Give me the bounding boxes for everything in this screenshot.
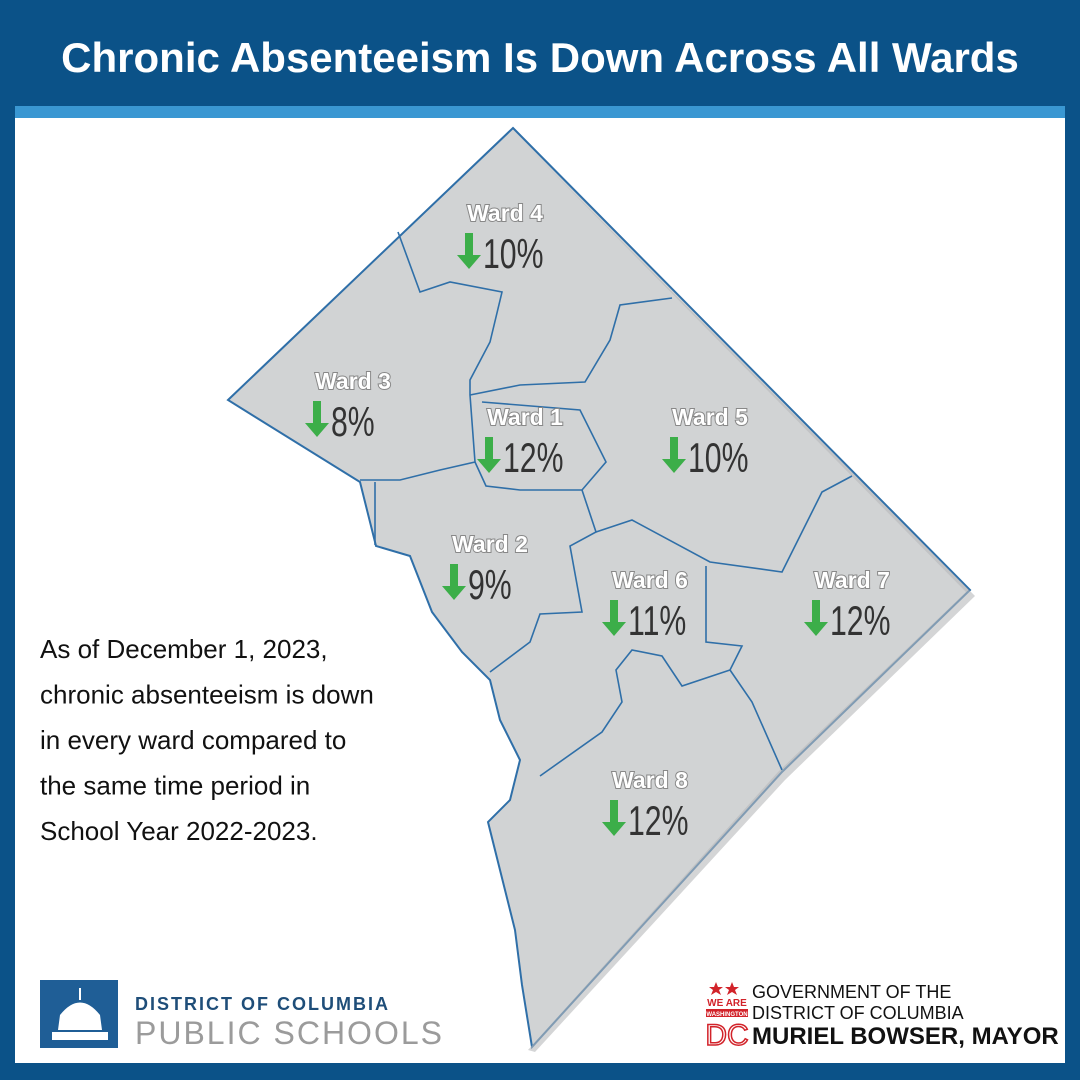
badge-bottom: DC [705, 1019, 748, 1052]
ward-change: 12% [628, 797, 689, 844]
government-logo: WE ARE WASHINGTON DC GOVERNMENT OF THE D… [705, 982, 1059, 1053]
ward-name: Ward 1 [487, 404, 563, 430]
ward-boundary [595, 475, 853, 573]
ward-label: Ward 5 10% [662, 403, 749, 481]
stars [709, 982, 739, 995]
body-line: chronic absenteeism is down [40, 680, 374, 710]
body-line: the same time period in [40, 771, 310, 801]
dcps-line1: DISTRICT OF COLUMBIA [135, 994, 390, 1014]
ward-label: Ward 1 12% [477, 403, 564, 481]
ward-change: 12% [830, 597, 891, 644]
ward-boundary [539, 566, 744, 777]
ward-label: Ward 6 11% [602, 566, 689, 644]
ward-boundary [397, 231, 503, 395]
body-text: As of December 1, 2023, chronic absenteei… [40, 634, 374, 846]
badge-top: WE ARE [707, 998, 747, 1009]
ward-boundary [729, 669, 783, 771]
map [226, 126, 975, 1052]
ward-label: Ward 3 8% [305, 367, 392, 445]
down-arrow [804, 600, 828, 636]
ward-change: 10% [483, 230, 544, 277]
ward-label: Ward 8 12% [602, 766, 689, 844]
ward-name: Ward 4 [467, 200, 543, 226]
ward-change: 9% [468, 561, 512, 608]
down-arrow [602, 800, 626, 836]
down-arrow [457, 233, 481, 269]
ward-name: Ward 8 [612, 767, 688, 793]
ward-name: Ward 2 [452, 531, 528, 557]
ward-change: 12% [503, 434, 564, 481]
ward-label: Ward 2 9% [442, 530, 529, 608]
badge-middle: WASHINGTON [706, 1012, 747, 1018]
badge-bar [706, 1009, 748, 1017]
ward-label: Ward 7 12% [804, 566, 891, 644]
down-arrow [305, 401, 329, 437]
ward-change: 10% [688, 434, 749, 481]
ward-name: Ward 6 [612, 567, 688, 593]
ward-change: 8% [331, 398, 375, 445]
down-arrow [442, 564, 466, 600]
ward-name: Ward 3 [315, 368, 391, 394]
body-line: School Year 2022-2023. [40, 816, 318, 846]
body-line: As of December 1, 2023, [40, 634, 328, 664]
body-line: in every ward compared to [40, 725, 346, 755]
header-stripe [15, 106, 1065, 118]
ward-boundary [360, 394, 476, 481]
ward-boundary [469, 297, 673, 396]
down-arrow [662, 437, 686, 473]
down-arrow [477, 437, 501, 473]
ward-change: 11% [628, 597, 686, 644]
title: Chronic Absenteeism Is Down Across All W… [61, 34, 1019, 81]
ward-label: Ward 4 10% [457, 199, 544, 277]
ward-labels: Ward 410%Ward 38% Ward 112%Ward 510%Ward … [305, 199, 891, 844]
down-arrow [602, 600, 626, 636]
ward-name: Ward 7 [814, 567, 890, 593]
gov-line1: GOVERNMENT OF THE [752, 982, 951, 1002]
gov-line2: DISTRICT OF COLUMBIA [752, 1003, 964, 1023]
dcps-line2: PUBLIC SCHOOLS [135, 1015, 444, 1051]
gov-line3: MURIEL BOWSER, MAYOR [752, 1023, 1059, 1050]
dcps-logo: DISTRICT OF COLUMBIA PUBLIC SCHOOLS [40, 980, 444, 1051]
ward-name: Ward 5 [672, 404, 748, 430]
dome [52, 988, 108, 1040]
